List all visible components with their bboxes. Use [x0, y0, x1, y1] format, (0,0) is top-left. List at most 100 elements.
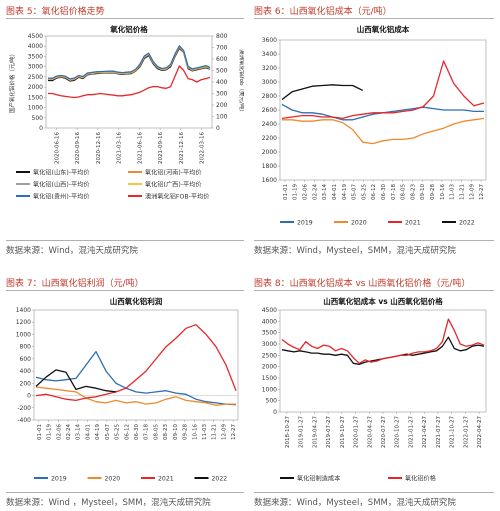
legend-label: 2021	[158, 476, 174, 483]
x-tick-label: 05-25	[115, 424, 121, 440]
series-line-0	[35, 350, 237, 406]
divider	[254, 240, 494, 241]
x-tick-label: 2022-01-27	[463, 416, 469, 448]
y-tick-label: 2400	[262, 121, 277, 128]
x-tick-label: 02-24	[66, 424, 72, 440]
series-line-3	[281, 84, 364, 101]
figure7-caption: 图表 7：山西氧化铝利润（元/吨）	[6, 279, 144, 289]
y-tick-label: 1600	[262, 177, 277, 184]
y-tick-label: 1800	[262, 163, 277, 170]
y2-tick-label: 200	[216, 102, 228, 109]
x-tick-label: 2020-07-27	[381, 416, 387, 448]
y-tick-label: 0	[273, 409, 277, 416]
x-tick-label: 2019-04-27	[312, 416, 318, 448]
x-tick-label: 2020-06-16	[54, 132, 60, 164]
x-tick-label: 2021-09-16	[158, 132, 164, 164]
x-tick-label: 2022-03-16	[200, 132, 206, 164]
y-tick-label: 2000	[28, 84, 43, 91]
x-tick-label: 06-30	[134, 424, 140, 440]
chart-title: 山西氧化铝成本 vs 山西氧化铝价格	[323, 296, 443, 306]
x-tick-label: 04-19	[342, 184, 348, 200]
y-tick-label: 200	[20, 380, 32, 387]
figure5-source: 数据来源：Wind，混沌天成研究院	[6, 246, 138, 256]
x-tick-label: 11-21	[459, 184, 465, 200]
x-tick-label: 12-27	[479, 184, 485, 200]
x-tick-label: 09-28	[183, 424, 189, 440]
y-tick-label: 800	[20, 344, 32, 351]
shanxi-cost-chart: 山西氧化铝成本 1600 1800 2000 2200 2400 2600 2800 3000 3…	[262, 24, 487, 227]
y-tick-label: 1000	[262, 386, 277, 393]
series-line-2	[281, 60, 485, 120]
divider	[6, 18, 244, 19]
x-tick-label: 05-07	[352, 184, 358, 200]
x-tick-label: 2020-01-27	[354, 416, 360, 448]
y-tick-label: 2000	[262, 149, 277, 156]
x-tick-label: 10-16	[192, 424, 198, 440]
x-tick-label: 2019-01-27	[299, 416, 305, 448]
x-tick-label: 03-14	[76, 424, 82, 440]
legend-label: 2021	[405, 220, 421, 227]
y-axis-label: 国产氧化铝价格（元/吨）	[8, 51, 16, 113]
series-line-1	[35, 386, 236, 406]
legend-label: 氧化铝(河南)-平均价	[145, 169, 202, 177]
series-line-1	[282, 117, 485, 145]
plot-area	[279, 309, 487, 413]
x-tick-label: 2021-06-16	[137, 132, 143, 164]
divider	[6, 492, 244, 493]
x-tick-label: 08-23	[163, 424, 169, 440]
x-tick-label: 2020-04-27	[367, 416, 373, 448]
x-tick-label: 06-30	[381, 184, 387, 200]
y-tick-label: 400	[20, 368, 32, 375]
y2-tick-label: 800	[216, 33, 228, 40]
x-tick-label: 04-19	[95, 424, 101, 440]
y-tick-label: 1400	[16, 307, 31, 314]
x-tick-label: 09-28	[430, 184, 436, 200]
series-line-1	[281, 318, 485, 364]
figure6-caption: 图表 6：山西氧化铝成本（元/吨）	[254, 7, 392, 17]
y2-axis-label: 澳洲氧化铝fob（美元/吨）	[238, 49, 244, 115]
y-tick-label: 3000	[262, 79, 277, 86]
y-tick-label: 1200	[16, 319, 31, 326]
x-tick-label: 2021-12-16	[179, 132, 185, 164]
x-tick-label: 2020-12-16	[96, 132, 102, 164]
x-tick-label: 09-10	[173, 424, 179, 440]
alumina-price-chart: 氧化铝价格05001000150020002500300035004000450…	[8, 24, 244, 201]
x-tick-label: 04-01	[332, 184, 338, 200]
x-tick-label: 2021-10-27	[450, 416, 456, 448]
y-tick-label: 4000	[262, 318, 277, 325]
shanxi-profit-chart: 山西氧化铝利润 -400 -200 0 200 400 600 800 1000 1200 1400…	[16, 296, 239, 483]
series-line-2	[35, 324, 237, 402]
legend-label: 氧化铝价格	[405, 475, 437, 483]
figure5-caption: 图表 5：氧化铝价格走势	[6, 7, 105, 17]
y2-tick-label: 0	[216, 125, 220, 132]
x-tick-label: 2019-07-27	[326, 416, 332, 448]
x-tick-label: 2021-01-27	[408, 416, 414, 448]
y-tick-label: 500	[266, 398, 278, 405]
x-tick-label: 03-14	[322, 184, 328, 200]
figure8-source: 数据来源：Wind，Mysteel，SMM，混沌天成研究院	[254, 498, 456, 508]
x-tick-label: 11-03	[450, 184, 456, 200]
y-tick-label: 0	[39, 125, 43, 132]
x-tick-label: 2019-10-27	[340, 416, 346, 448]
x-tick-label: 01-01	[37, 424, 43, 440]
x-tick-label: 10-16	[440, 184, 446, 200]
y-tick-label: 3500	[28, 53, 43, 60]
y-tick-label: 3500	[262, 330, 277, 337]
chart-title: 山西氧化铝成本	[357, 24, 410, 34]
y2-tick-label: 600	[216, 56, 228, 63]
x-tick-label: 01-19	[47, 424, 53, 440]
y-tick-label: 500	[32, 115, 44, 122]
x-tick-label: 06-12	[124, 424, 130, 440]
series-line-3	[35, 369, 117, 393]
x-tick-label: 2022-04-27	[477, 416, 483, 448]
x-tick-label: 2021-07-27	[436, 416, 442, 448]
x-tick-label: 08-05	[153, 424, 159, 440]
x-tick-label: 08-05	[401, 184, 407, 200]
legend-label: 2019	[51, 476, 67, 483]
x-tick-label: 2021-04-27	[422, 416, 428, 448]
legend-label: 氧化铝(山东)-平均价	[33, 169, 90, 177]
legend-label: 2019	[297, 220, 313, 227]
divider	[6, 240, 244, 241]
y-tick-label: 4500	[28, 33, 43, 40]
divider	[254, 290, 494, 291]
